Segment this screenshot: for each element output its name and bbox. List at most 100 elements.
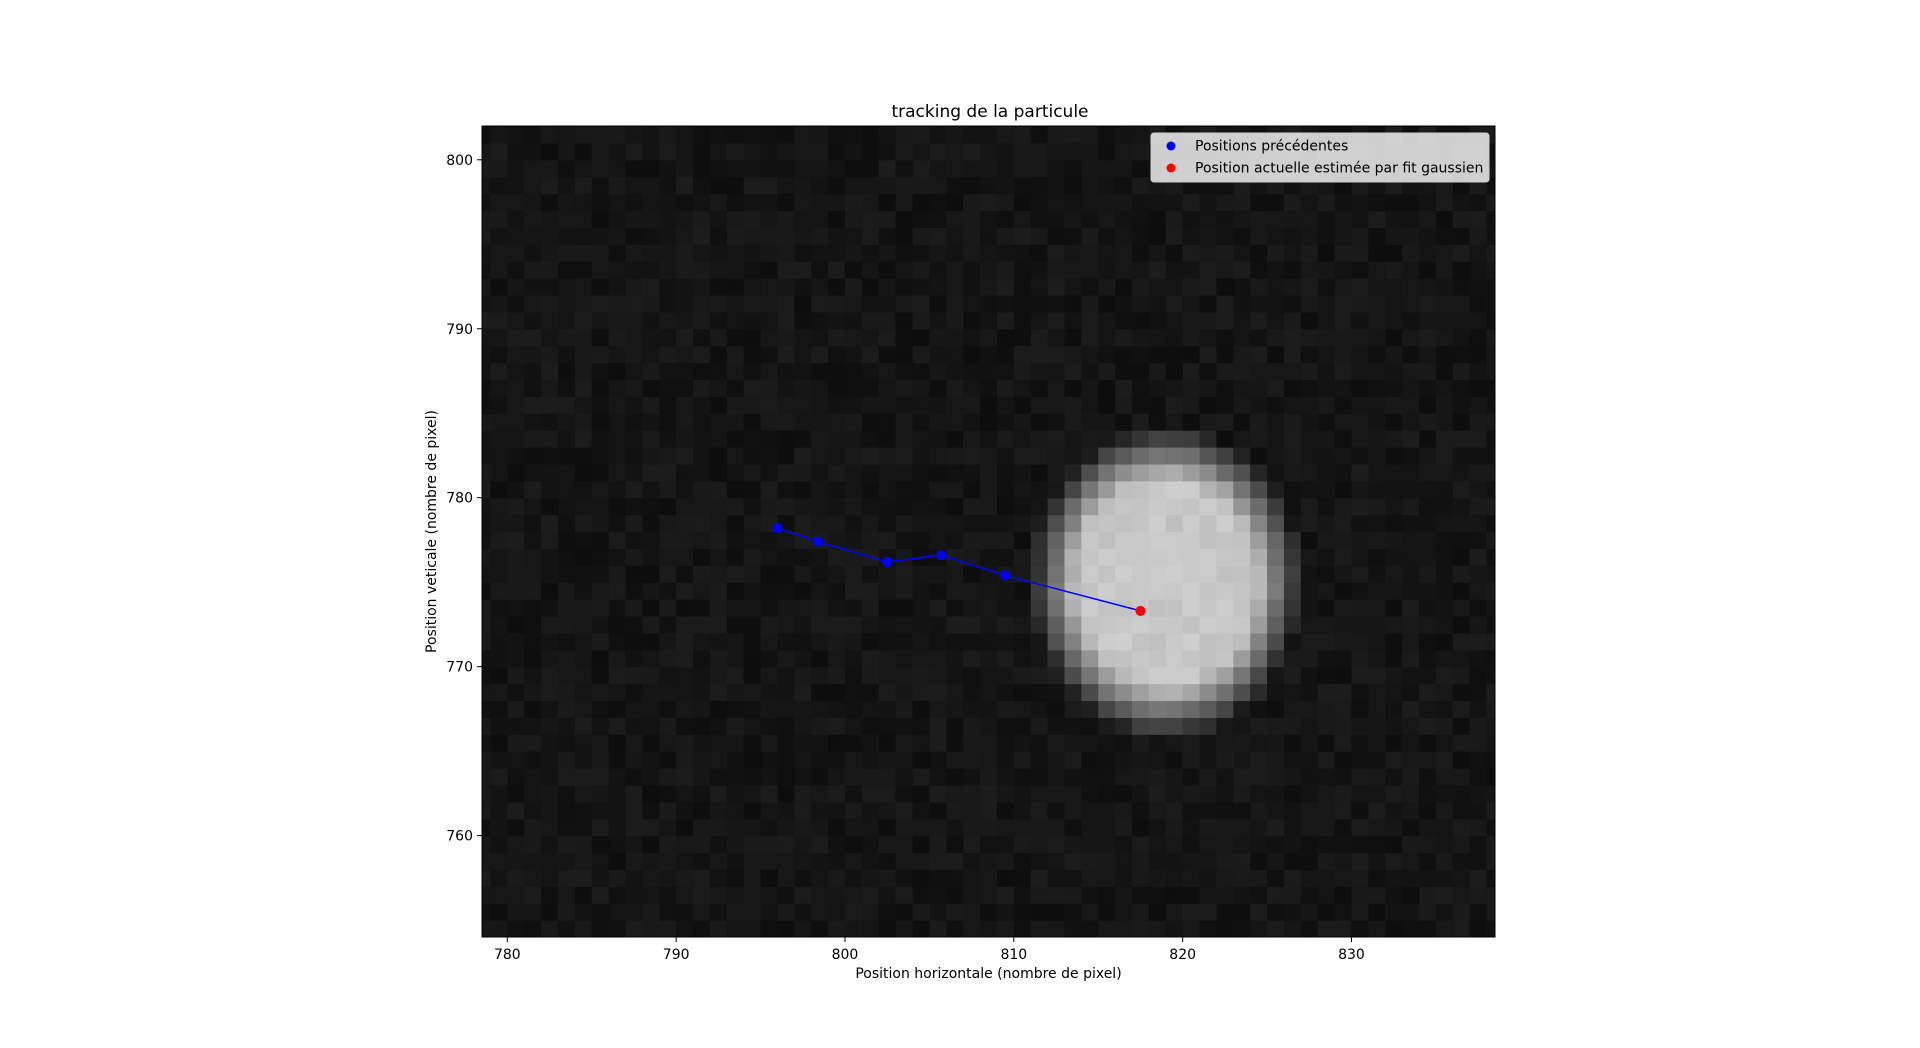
heatmap-cell <box>1030 717 1049 735</box>
heatmap-cell <box>777 700 795 718</box>
heatmap-cell <box>895 261 914 279</box>
heatmap-cell <box>1148 278 1167 296</box>
heatmap-cell <box>980 345 998 364</box>
heatmap-cell <box>878 244 897 262</box>
heatmap-cell <box>642 244 660 262</box>
heatmap-cell <box>608 126 627 144</box>
heatmap-cell <box>861 311 880 330</box>
heatmap-cell <box>625 835 643 854</box>
y-tick-label: 760 <box>446 829 473 845</box>
heatmap-cell <box>1419 632 1437 651</box>
heatmap-cell <box>777 717 795 735</box>
heatmap-cell <box>1098 413 1116 431</box>
heatmap-cell <box>1351 480 1369 499</box>
heatmap-cell <box>1115 869 1133 887</box>
heatmap-cell <box>1385 244 1403 262</box>
heatmap-cell <box>524 784 542 803</box>
heatmap-cell <box>642 548 660 566</box>
heatmap-cell <box>557 818 576 837</box>
heatmap-cell <box>861 328 880 347</box>
heatmap-cell <box>541 801 559 820</box>
heatmap-cell <box>811 447 829 465</box>
heatmap-cell <box>1233 548 1251 566</box>
heatmap-cell <box>1334 345 1353 364</box>
heatmap-cell <box>693 649 711 668</box>
heatmap-cell <box>1250 480 1268 499</box>
heatmap-cell <box>1064 852 1082 871</box>
heatmap-cell <box>693 480 711 499</box>
heatmap-cell <box>760 278 779 296</box>
heatmap-cell <box>709 734 728 752</box>
heatmap-cell <box>1182 345 1201 364</box>
heatmap-cell <box>963 447 981 465</box>
heatmap-cell <box>963 480 981 499</box>
heatmap-cell <box>1132 278 1150 296</box>
x-axis: 780 790 800 810 820 830 <box>494 937 1365 963</box>
heatmap-cell <box>1165 768 1184 786</box>
heatmap-cell <box>996 328 1015 347</box>
heatmap-cell <box>1300 328 1319 347</box>
heatmap-cell <box>642 463 660 482</box>
heatmap-cell <box>1435 920 1454 937</box>
heatmap-cell <box>693 920 711 937</box>
heatmap-cell <box>963 666 981 685</box>
heatmap-cell <box>1385 599 1403 617</box>
heatmap-cell <box>709 565 728 583</box>
heatmap-cell <box>1182 244 1201 262</box>
heatmap-cell <box>1047 379 1066 397</box>
heatmap-cell <box>811 683 829 702</box>
heatmap-cell <box>1098 463 1116 482</box>
heatmap-cell <box>1351 768 1369 786</box>
heatmap-cell <box>625 278 643 296</box>
heatmap-cell <box>490 294 508 313</box>
heatmap-cell <box>996 126 1015 144</box>
heatmap-cell <box>659 379 677 397</box>
heatmap-cell <box>482 801 492 820</box>
heatmap-cell <box>861 751 880 769</box>
heatmap-cell <box>1469 497 1488 516</box>
heatmap-cell <box>608 193 627 212</box>
heatmap-cell <box>1098 801 1116 820</box>
heatmap-cell <box>1182 463 1201 482</box>
heatmap-cell <box>777 345 795 364</box>
heatmap-cell <box>963 362 981 381</box>
heatmap-cell <box>946 294 964 313</box>
heatmap-cell <box>1385 751 1403 769</box>
heatmap-cell <box>828 193 846 212</box>
heatmap-cell <box>591 463 610 482</box>
heatmap-cell <box>794 244 812 262</box>
heatmap-cell <box>1250 835 1268 854</box>
heatmap-cell <box>1419 649 1437 668</box>
heatmap-cell <box>1233 531 1251 549</box>
heatmap-cell <box>1013 649 1032 668</box>
heatmap-cell <box>1334 362 1353 381</box>
heatmap-cell <box>591 835 610 854</box>
heatmap-cell <box>1148 244 1167 262</box>
heatmap-cell <box>1385 480 1403 499</box>
heatmap-cell <box>963 683 981 702</box>
heatmap-cell <box>912 565 931 583</box>
heatmap-cell <box>676 379 694 397</box>
heatmap-cell <box>861 480 880 499</box>
heatmap-cell <box>1250 294 1268 313</box>
legend: Positions précédentes Position actuelle … <box>1150 132 1490 183</box>
heatmap-cell <box>1098 447 1116 465</box>
heatmap-cell <box>861 920 880 937</box>
heatmap-cell <box>1435 278 1454 296</box>
heatmap-cell <box>507 311 525 330</box>
heatmap-cell <box>1081 278 1099 296</box>
heatmap-cell <box>1132 565 1150 583</box>
heatmap-cell <box>1030 615 1049 634</box>
heatmap-cell <box>574 362 593 381</box>
heatmap-cell <box>625 480 643 499</box>
heatmap-cell <box>1435 717 1454 735</box>
heatmap-cell <box>1283 261 1302 279</box>
heatmap-cell <box>1165 210 1184 228</box>
heatmap-cell <box>507 497 525 516</box>
heatmap-cell <box>574 615 593 634</box>
heatmap-cell <box>693 852 711 871</box>
heatmap-cell <box>1469 565 1488 583</box>
heatmap-cell <box>980 582 998 600</box>
heatmap-cell <box>1317 514 1336 533</box>
heatmap-cell <box>743 615 762 634</box>
